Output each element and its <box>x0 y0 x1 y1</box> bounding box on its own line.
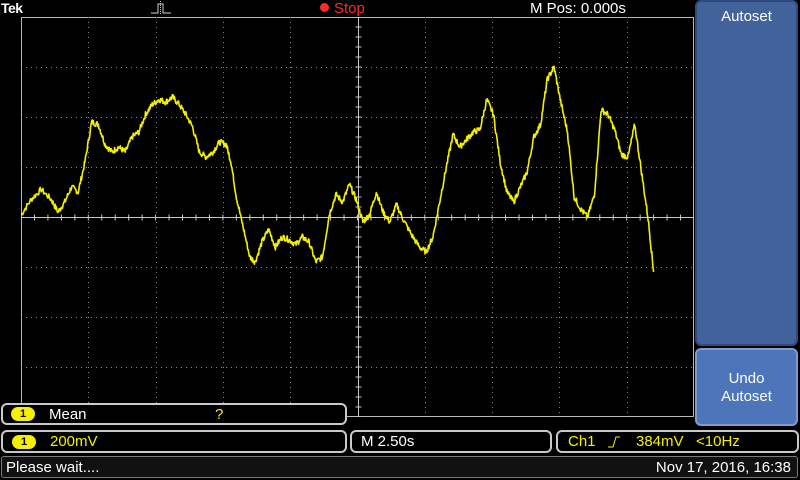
measurement-readout[interactable]: 1 Mean ? <box>1 403 347 425</box>
undo-autoset-label-line2: Autoset <box>721 388 772 405</box>
rising-edge-icon <box>608 436 620 448</box>
horizontal-position-readout: M Pos: 0.000s <box>530 0 626 17</box>
trigger-source: Ch1 <box>568 433 596 450</box>
brand-logo: Tek <box>1 0 23 16</box>
autoset-button-label: Autoset <box>721 8 772 25</box>
stop-indicator-icon <box>320 3 329 12</box>
status-message: Please wait.... <box>6 459 100 476</box>
timebase-readout[interactable]: M 2.50s <box>350 430 552 453</box>
side-menu: Autoset Undo Autoset <box>695 0 800 427</box>
date-time: Nov 17, 2016, 16:38 <box>655 459 791 476</box>
footer-bar: Please wait.... Nov 17, 2016, 16:38 <box>0 455 800 480</box>
measurement-label: Mean <box>49 406 87 423</box>
footer-frame: Please wait.... Nov 17, 2016, 16:38 <box>1 456 798 478</box>
measurement-channel-badge: 1 <box>11 407 35 421</box>
channel-badge: 1 <box>12 435 36 449</box>
trigger-readout[interactable]: Ch1 384mV <10Hz <box>556 430 799 453</box>
top-status-bar: Tek Stop M Pos: 0.000s <box>0 0 694 17</box>
channel-scale-readout[interactable]: 1 200mV <box>1 430 347 453</box>
undo-autoset-label-line1: Undo <box>728 370 765 387</box>
trigger-level: 384mV <box>636 433 684 450</box>
trigger-pulse-icon <box>151 1 171 15</box>
autoset-button[interactable]: Autoset <box>695 0 798 346</box>
time-per-div: M 2.50s <box>361 433 415 450</box>
run-state-label: Stop <box>334 0 365 17</box>
waveform-display[interactable] <box>21 17 694 417</box>
volts-per-div: 200mV <box>50 433 98 450</box>
waveform-trace <box>21 65 655 273</box>
trigger-frequency: <10Hz <box>696 433 740 450</box>
undo-autoset-button[interactable]: Undo Autoset <box>695 348 798 426</box>
measurement-value: ? <box>215 406 224 423</box>
